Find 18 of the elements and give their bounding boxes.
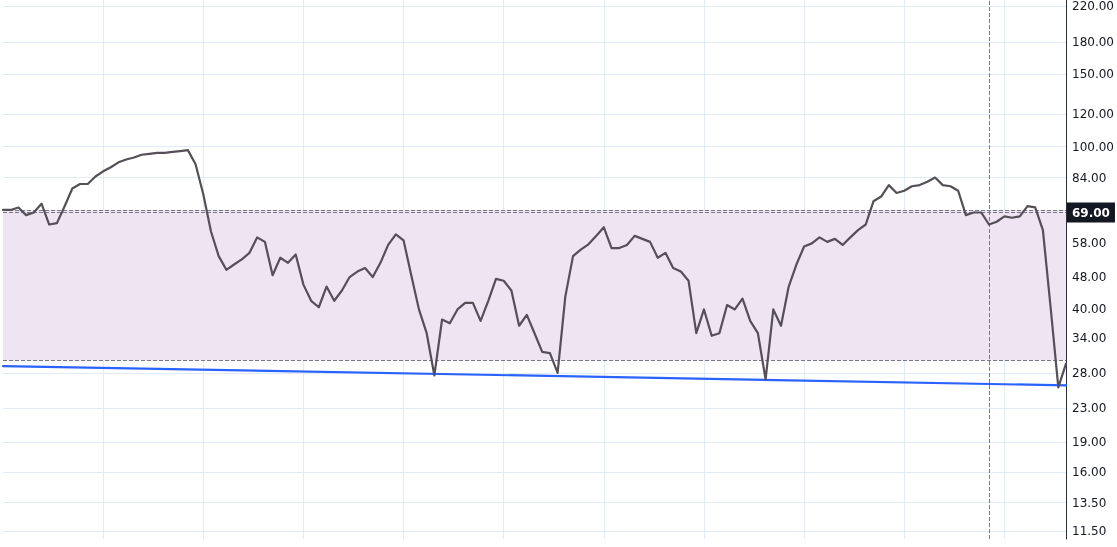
y-tick-label: 220.00	[1072, 0, 1115, 14]
line-series	[1, 149, 1068, 389]
y-tick-label: 100.00	[1072, 139, 1115, 154]
y-tick-label: 16.00	[1072, 465, 1107, 480]
y-tick-label: 13.50	[1072, 495, 1107, 510]
y-tick-label: 23.00	[1072, 400, 1107, 415]
y-tick-label: 34.00	[1072, 331, 1107, 346]
y-tick-label: 40.00	[1072, 302, 1107, 317]
y-tick-label: 120.00	[1072, 107, 1115, 122]
y-tick-label: 180.00	[1072, 35, 1115, 50]
y-tick-label: 48.00	[1072, 270, 1107, 285]
y-tick-label: 150.00	[1072, 67, 1115, 82]
y-tick-label: 28.00	[1072, 365, 1107, 380]
y-tick-label: 19.00	[1072, 434, 1107, 449]
y-tick-label: 84.00	[1072, 170, 1107, 185]
y-tick-label: 58.00	[1072, 236, 1107, 251]
y-tick-label: 11.50	[1072, 524, 1107, 539]
ref-line-label: 69.00	[1072, 205, 1110, 220]
